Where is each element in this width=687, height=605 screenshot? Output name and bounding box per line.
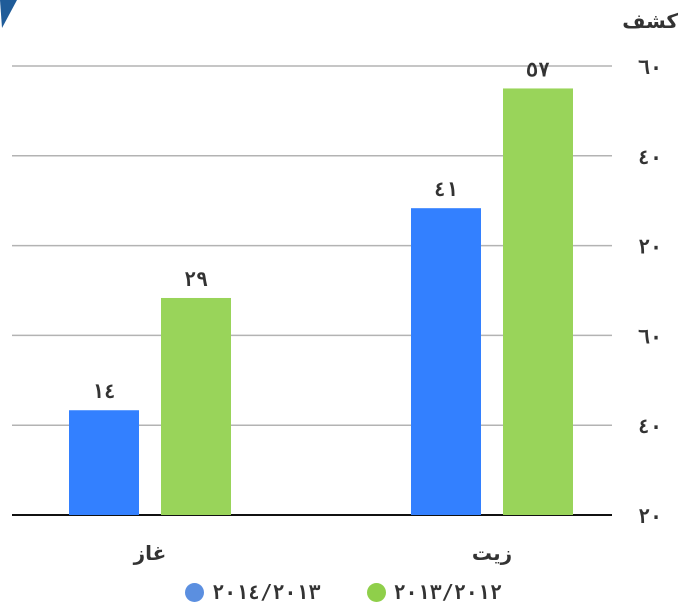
category-label: زيت bbox=[472, 541, 512, 565]
legend-item-2013-2012: ٢٠١٣/٢٠١٢ bbox=[366, 580, 502, 604]
y-tick-label: ٤٠ bbox=[638, 414, 662, 438]
y-tick-label: ٤٠ bbox=[638, 145, 662, 169]
y-axis-title: كشف bbox=[622, 9, 678, 33]
data-labels: ١٤ ٢٩ ٤١ ٥٧ bbox=[92, 57, 550, 403]
bar-value-label: ٥٧ bbox=[526, 57, 550, 81]
bar-value-label: ٤١ bbox=[434, 177, 458, 201]
bar bbox=[503, 88, 573, 515]
y-tick-label: ٦٠ bbox=[638, 55, 662, 79]
y-tick-labels: ٢٠ ٤٠ ٦٠ ٢٠ ٤٠ ٦٠ bbox=[638, 55, 662, 528]
legend-swatch-icon bbox=[366, 582, 386, 602]
y-tick-label: ٦٠ bbox=[638, 324, 662, 348]
bar bbox=[161, 297, 231, 515]
y-tick-label: ٢٠ bbox=[638, 235, 662, 259]
y-tick-label: ٢٠ bbox=[638, 504, 662, 528]
legend-label: ٢٠١٣/٢٠١٢ bbox=[393, 580, 502, 604]
bar-value-label: ١٤ bbox=[92, 379, 116, 403]
legend: ٢٠١٤/٢٠١٣ ٢٠١٣/٢٠١٢ bbox=[0, 580, 687, 604]
x-tick-labels: غاز زيت bbox=[133, 541, 512, 565]
bar bbox=[411, 208, 481, 515]
bar-value-label: ٢٩ bbox=[184, 267, 208, 291]
corner-logo-icon bbox=[0, 0, 17, 28]
bar-chart: ١٤ ٢٩ ٤١ ٥٧ ٢٠ ٤٠ ٦٠ ٢٠ ٤٠ ٦٠ كشف غاز زيت bbox=[12, 9, 678, 565]
legend-swatch-icon bbox=[185, 582, 205, 602]
bars bbox=[69, 88, 573, 515]
legend-label: ٢٠١٤/٢٠١٣ bbox=[212, 580, 321, 604]
category-label: غاز bbox=[133, 541, 167, 565]
bar bbox=[69, 410, 139, 515]
legend-item-2014-2013: ٢٠١٤/٢٠١٣ bbox=[185, 580, 320, 604]
